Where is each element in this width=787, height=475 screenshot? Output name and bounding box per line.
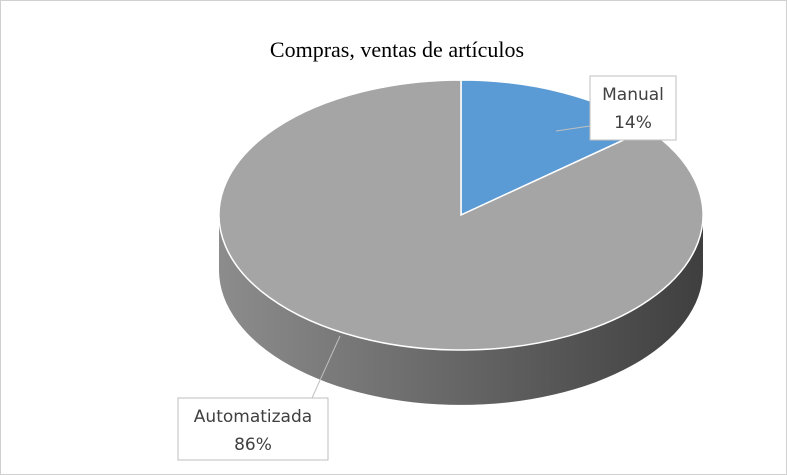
side-shade [219,215,703,405]
category-label: Manual [602,85,664,105]
callout-box [177,397,329,461]
value-label: 86% [234,435,272,455]
chart-title: Compras, ventas de artículos [270,37,524,62]
slice [218,79,704,351]
category-label: Automatizada [194,407,312,427]
leader-line [555,125,591,132]
leader-line [311,335,341,399]
callout-box [589,75,677,141]
value-label: 14% [614,113,652,133]
